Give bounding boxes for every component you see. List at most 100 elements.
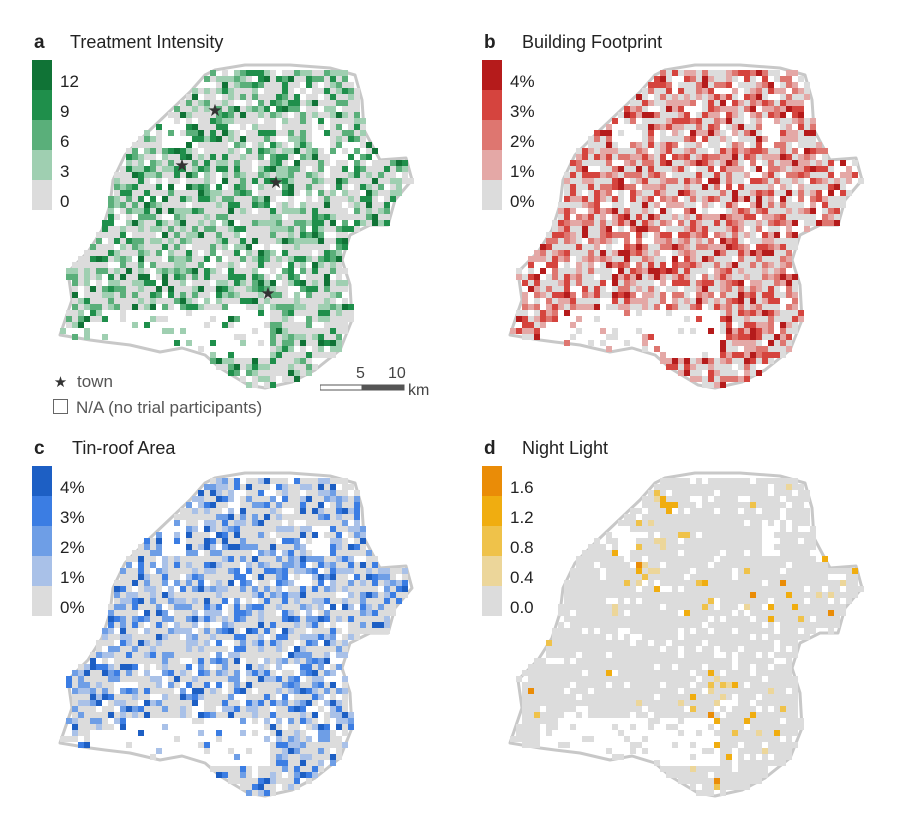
grid-cell: [552, 274, 558, 280]
grid-cell: [804, 94, 810, 100]
grid-cell: [150, 202, 156, 208]
grid-cell: [384, 568, 390, 574]
grid-cell: [780, 130, 786, 136]
grid-cell: [168, 604, 174, 610]
na-key: N/A (no trial participants): [53, 398, 262, 418]
grid-cell: [750, 226, 756, 232]
grid-cell: [624, 298, 630, 304]
grid-cell: [252, 682, 258, 688]
grid-cell: [618, 112, 624, 118]
grid-cell: [678, 328, 684, 334]
grid-cell: [204, 646, 210, 652]
grid-cell: [252, 196, 258, 202]
grid-cell: [618, 280, 624, 286]
grid-cell: [714, 94, 720, 100]
grid-cell: [792, 94, 798, 100]
grid-cell: [798, 106, 804, 112]
grid-cell: [264, 70, 270, 76]
grid-cell: [186, 562, 192, 568]
grid-cell: [144, 298, 150, 304]
grid-cell: [582, 280, 588, 286]
grid-cell: [162, 160, 168, 166]
grid-cell: [750, 70, 756, 76]
grid-cell: [654, 160, 660, 166]
legend-swatch: [32, 556, 52, 586]
grid-cell: [540, 268, 546, 274]
grid-cell: [78, 676, 84, 682]
grid-cell: [132, 202, 138, 208]
grid-cell: [294, 124, 300, 130]
grid-cell: [282, 742, 288, 748]
grid-cell: [342, 526, 348, 532]
grid-cell: [354, 508, 360, 514]
grid-cell: [126, 208, 132, 214]
grid-cell: [138, 544, 144, 550]
grid-cell: [378, 178, 384, 184]
grid-cell: [312, 238, 318, 244]
grid-cell: [210, 88, 216, 94]
grid-cell: [174, 238, 180, 244]
grid-cell: [144, 700, 150, 706]
grid-cell: [282, 628, 288, 634]
grid-cell: [642, 106, 648, 112]
grid-cell: [102, 286, 108, 292]
grid-cell: [684, 292, 690, 298]
grid-cell: [228, 682, 234, 688]
grid-cell: [342, 514, 348, 520]
grid-cell: [342, 70, 348, 76]
grid-cell: [294, 562, 300, 568]
grid-cell: [258, 592, 264, 598]
grid-cell: [696, 160, 702, 166]
grid-cell: [318, 190, 324, 196]
grid-cell: [312, 712, 318, 718]
grid-cell: [672, 124, 678, 130]
grid-cell: [690, 370, 696, 376]
grid-cell: [756, 220, 762, 226]
grid-cell: [240, 514, 246, 520]
grid-cell: [342, 310, 348, 316]
grid-cell: [690, 142, 696, 148]
grid-cell: [660, 244, 666, 250]
grid-cell: [108, 676, 114, 682]
grid-cell: [570, 190, 576, 196]
grid-cell: [216, 652, 222, 658]
grid-cell: [186, 142, 192, 148]
grid-cell: [174, 148, 180, 154]
grid-cell: [96, 676, 102, 682]
grid-cell: [210, 634, 216, 640]
grid-cell: [144, 586, 150, 592]
grid-cell: [642, 130, 648, 136]
grid-cell: [258, 196, 264, 202]
grid-cell: [192, 106, 198, 112]
grid-cell: [150, 622, 156, 628]
grid-cell: [138, 172, 144, 178]
grid-cell: [798, 178, 804, 184]
grid-cell: [108, 664, 114, 670]
grid-cell: [600, 172, 606, 178]
grid-cell: [726, 118, 732, 124]
grid-cell: [120, 616, 126, 622]
grid-cell: [156, 628, 162, 634]
grid-cell: [120, 286, 126, 292]
grid-cell: [252, 634, 258, 640]
grid-cell: [294, 334, 300, 340]
grid-cell: [708, 274, 714, 280]
grid-cell: [672, 148, 678, 154]
grid-cell: [270, 688, 276, 694]
grid-cell: [168, 238, 174, 244]
grid-cell: [270, 598, 276, 604]
grid-cell: [120, 184, 126, 190]
grid-cell: [342, 100, 348, 106]
grid-cell: [138, 634, 144, 640]
grid-cell: [288, 490, 294, 496]
grid-cell: [204, 166, 210, 172]
grid-cell: [690, 268, 696, 274]
grid-cell: [108, 256, 114, 262]
grid-cell: [168, 262, 174, 268]
grid-cell: [744, 124, 750, 130]
grid-cell: [240, 184, 246, 190]
grid-cell: [732, 484, 738, 490]
grid-cell: [306, 154, 312, 160]
grid-cell: [300, 310, 306, 316]
grid-cell: [720, 220, 726, 226]
